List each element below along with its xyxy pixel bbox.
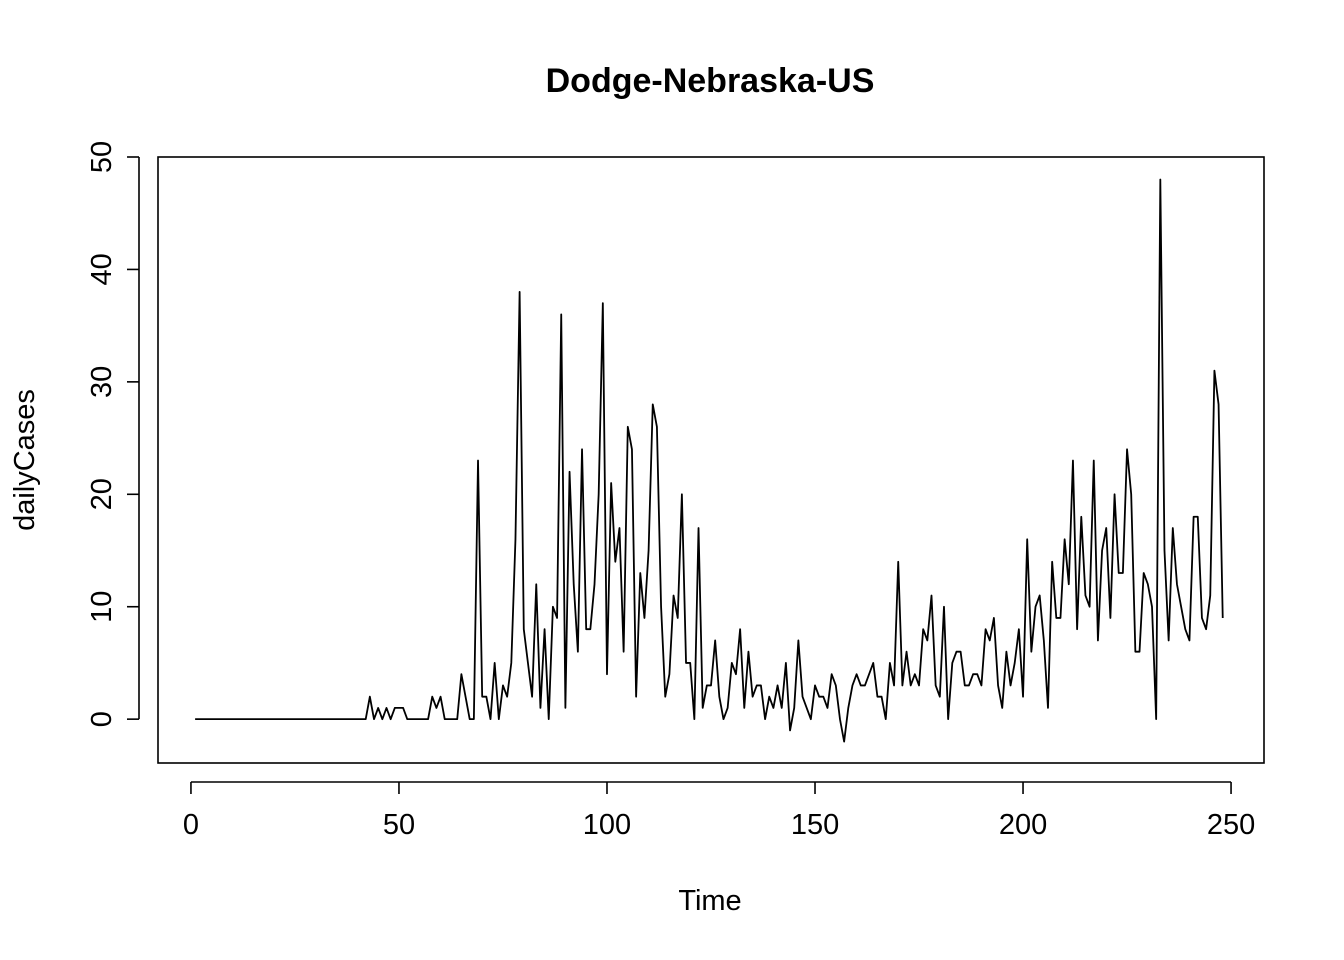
y-tick-label: 50: [86, 141, 118, 173]
chart-title: Dodge-Nebraska-US: [546, 62, 875, 100]
x-tick-label: 100: [583, 809, 631, 841]
y-tick-label: 40: [86, 253, 118, 285]
x-tick-label: 0: [183, 809, 199, 841]
y-axis: 0 10 20 30 40 50: [86, 141, 140, 727]
x-axis: 0 50 100 150 200 250: [183, 781, 1255, 841]
x-tick-label: 150: [791, 809, 839, 841]
y-tick-label: 30: [86, 366, 118, 398]
x-tick-label: 50: [383, 809, 415, 841]
series-line: [195, 178, 1224, 743]
series-layer: [195, 178, 1224, 743]
y-axis-label: dailyCases: [9, 389, 41, 531]
x-tick-label: 250: [1207, 809, 1255, 841]
x-axis-label: Time: [678, 885, 741, 917]
x-tick-label: 200: [999, 809, 1047, 841]
y-tick-label: 20: [86, 478, 118, 510]
plot-frame: [157, 156, 1265, 764]
y-tick-label: 0: [86, 711, 118, 727]
y-tick-label: 10: [86, 591, 118, 623]
